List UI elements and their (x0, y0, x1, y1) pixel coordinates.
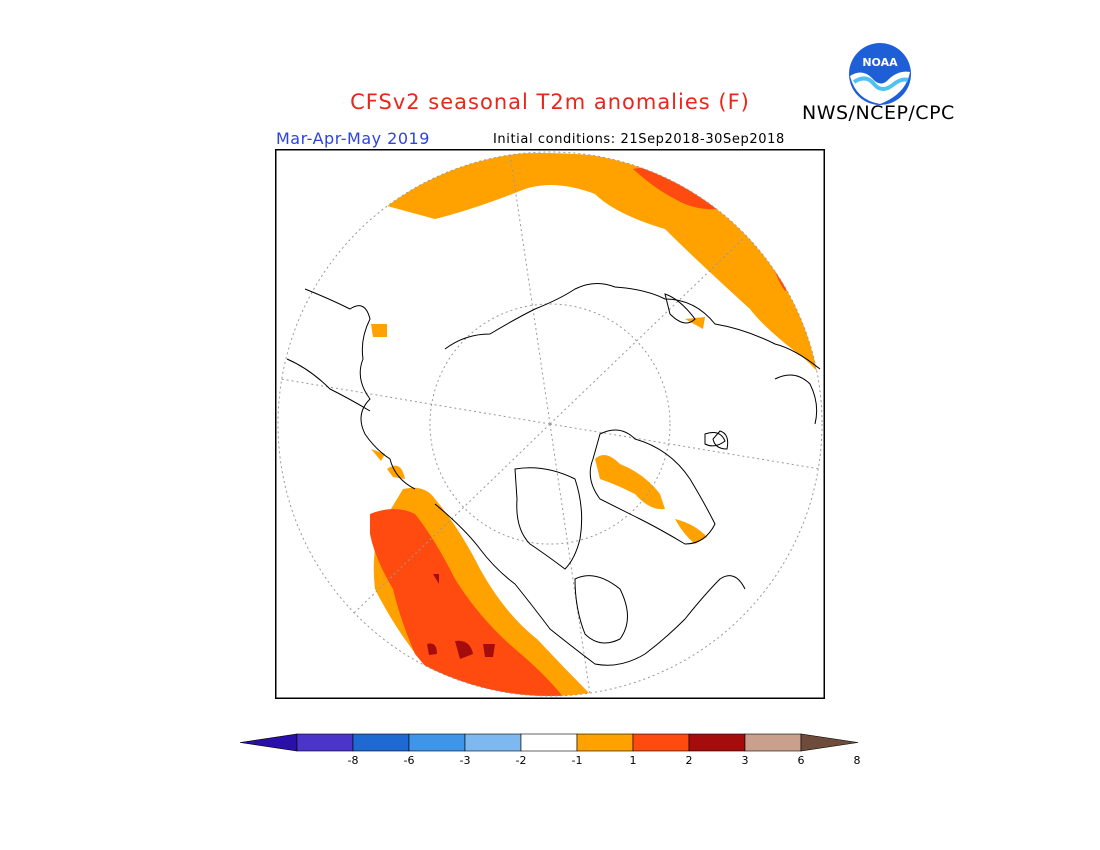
graticule-latitude-60 (429, 303, 671, 545)
legend-bin-6 (576, 733, 634, 752)
graticule-meridian-4 (549, 423, 591, 695)
anomaly-patch-darkred-2 (483, 644, 495, 657)
legend-bin-9 (744, 733, 802, 752)
anomaly-region-greenland (595, 455, 665, 510)
coastline-scandinavia (774, 374, 818, 425)
coastline-greenland (589, 429, 716, 545)
legend-bin-0 (240, 733, 298, 752)
legend-bin-2 (352, 733, 410, 752)
coastline-eurasia (444, 283, 821, 370)
legend-tick-label: -3 (460, 754, 471, 767)
anomaly-region-eurasia-orange (380, 153, 822, 379)
anomaly-patch-small-4 (685, 317, 705, 329)
coastline-alaska (286, 358, 371, 412)
legend-tick-label: -8 (348, 754, 359, 767)
graticule-meridian-2 (280, 378, 551, 425)
legend-bin-3 (408, 733, 466, 752)
legend-tick-label: 6 (798, 754, 805, 767)
legend-bin-8 (688, 733, 746, 752)
anomaly-region-na-red (370, 509, 565, 696)
color-legend: -8 -6 -3 -2 -1 1 2 3 6 8 (240, 733, 861, 767)
anomaly-patch-small-2 (371, 449, 385, 461)
chart-title: CFSv2 seasonal T2m anomalies (F) (350, 90, 750, 114)
graticule-meridian-6 (549, 236, 746, 425)
coastline-canada-archipelago (514, 467, 583, 570)
coastline-hudson-bay (574, 575, 628, 644)
coastline-iceland (704, 432, 726, 447)
legend-tick-label: -1 (572, 754, 583, 767)
anomaly-patch-greenland-south (675, 519, 707, 544)
graticule-meridian-1 (509, 153, 551, 425)
legend-tick-label: 1 (630, 754, 637, 767)
legend-tick-label: -6 (404, 754, 415, 767)
map-limb (277, 151, 823, 697)
coastlines (286, 283, 821, 666)
polar-map (275, 149, 825, 699)
season-label: Mar-Apr-May 2019 (276, 129, 430, 148)
anomaly-patch-darkred-1 (455, 640, 473, 659)
noaa-logo-wave (852, 76, 909, 91)
coastline-north-america (434, 503, 746, 666)
graticule-meridian-5 (549, 423, 821, 470)
agency-label: NWS/NCEP/CPC (802, 102, 955, 124)
initial-conditions-label: Initial conditions: 21Sep2018-30Sep2018 (493, 132, 785, 147)
coastline-svalbard (712, 430, 729, 450)
noaa-logo-text: NOAA (862, 56, 898, 69)
anomaly-patch-darkred-4 (433, 574, 439, 584)
anomaly-region-eurasia-red (633, 167, 720, 210)
coastline-novaya-zemlya (664, 293, 696, 324)
legend-bin-5 (520, 733, 578, 752)
legend-tick-label: -2 (516, 754, 527, 767)
legend-tick-label: 3 (742, 754, 749, 767)
anomaly-patch-darkred-3 (427, 643, 437, 655)
legend-tick-label: 8 (854, 754, 861, 767)
map-frame (275, 149, 825, 699)
coastline-siberia (304, 288, 416, 490)
legend-bin-7 (632, 733, 690, 752)
legend-bin-10 (800, 733, 859, 752)
legend-tick-label: 2 (686, 754, 693, 767)
anomaly-patch-small-1 (371, 324, 387, 337)
legend-bin-1 (296, 733, 354, 752)
legend-bin-4 (464, 733, 522, 752)
noaa-logo: NOAA (849, 43, 911, 105)
